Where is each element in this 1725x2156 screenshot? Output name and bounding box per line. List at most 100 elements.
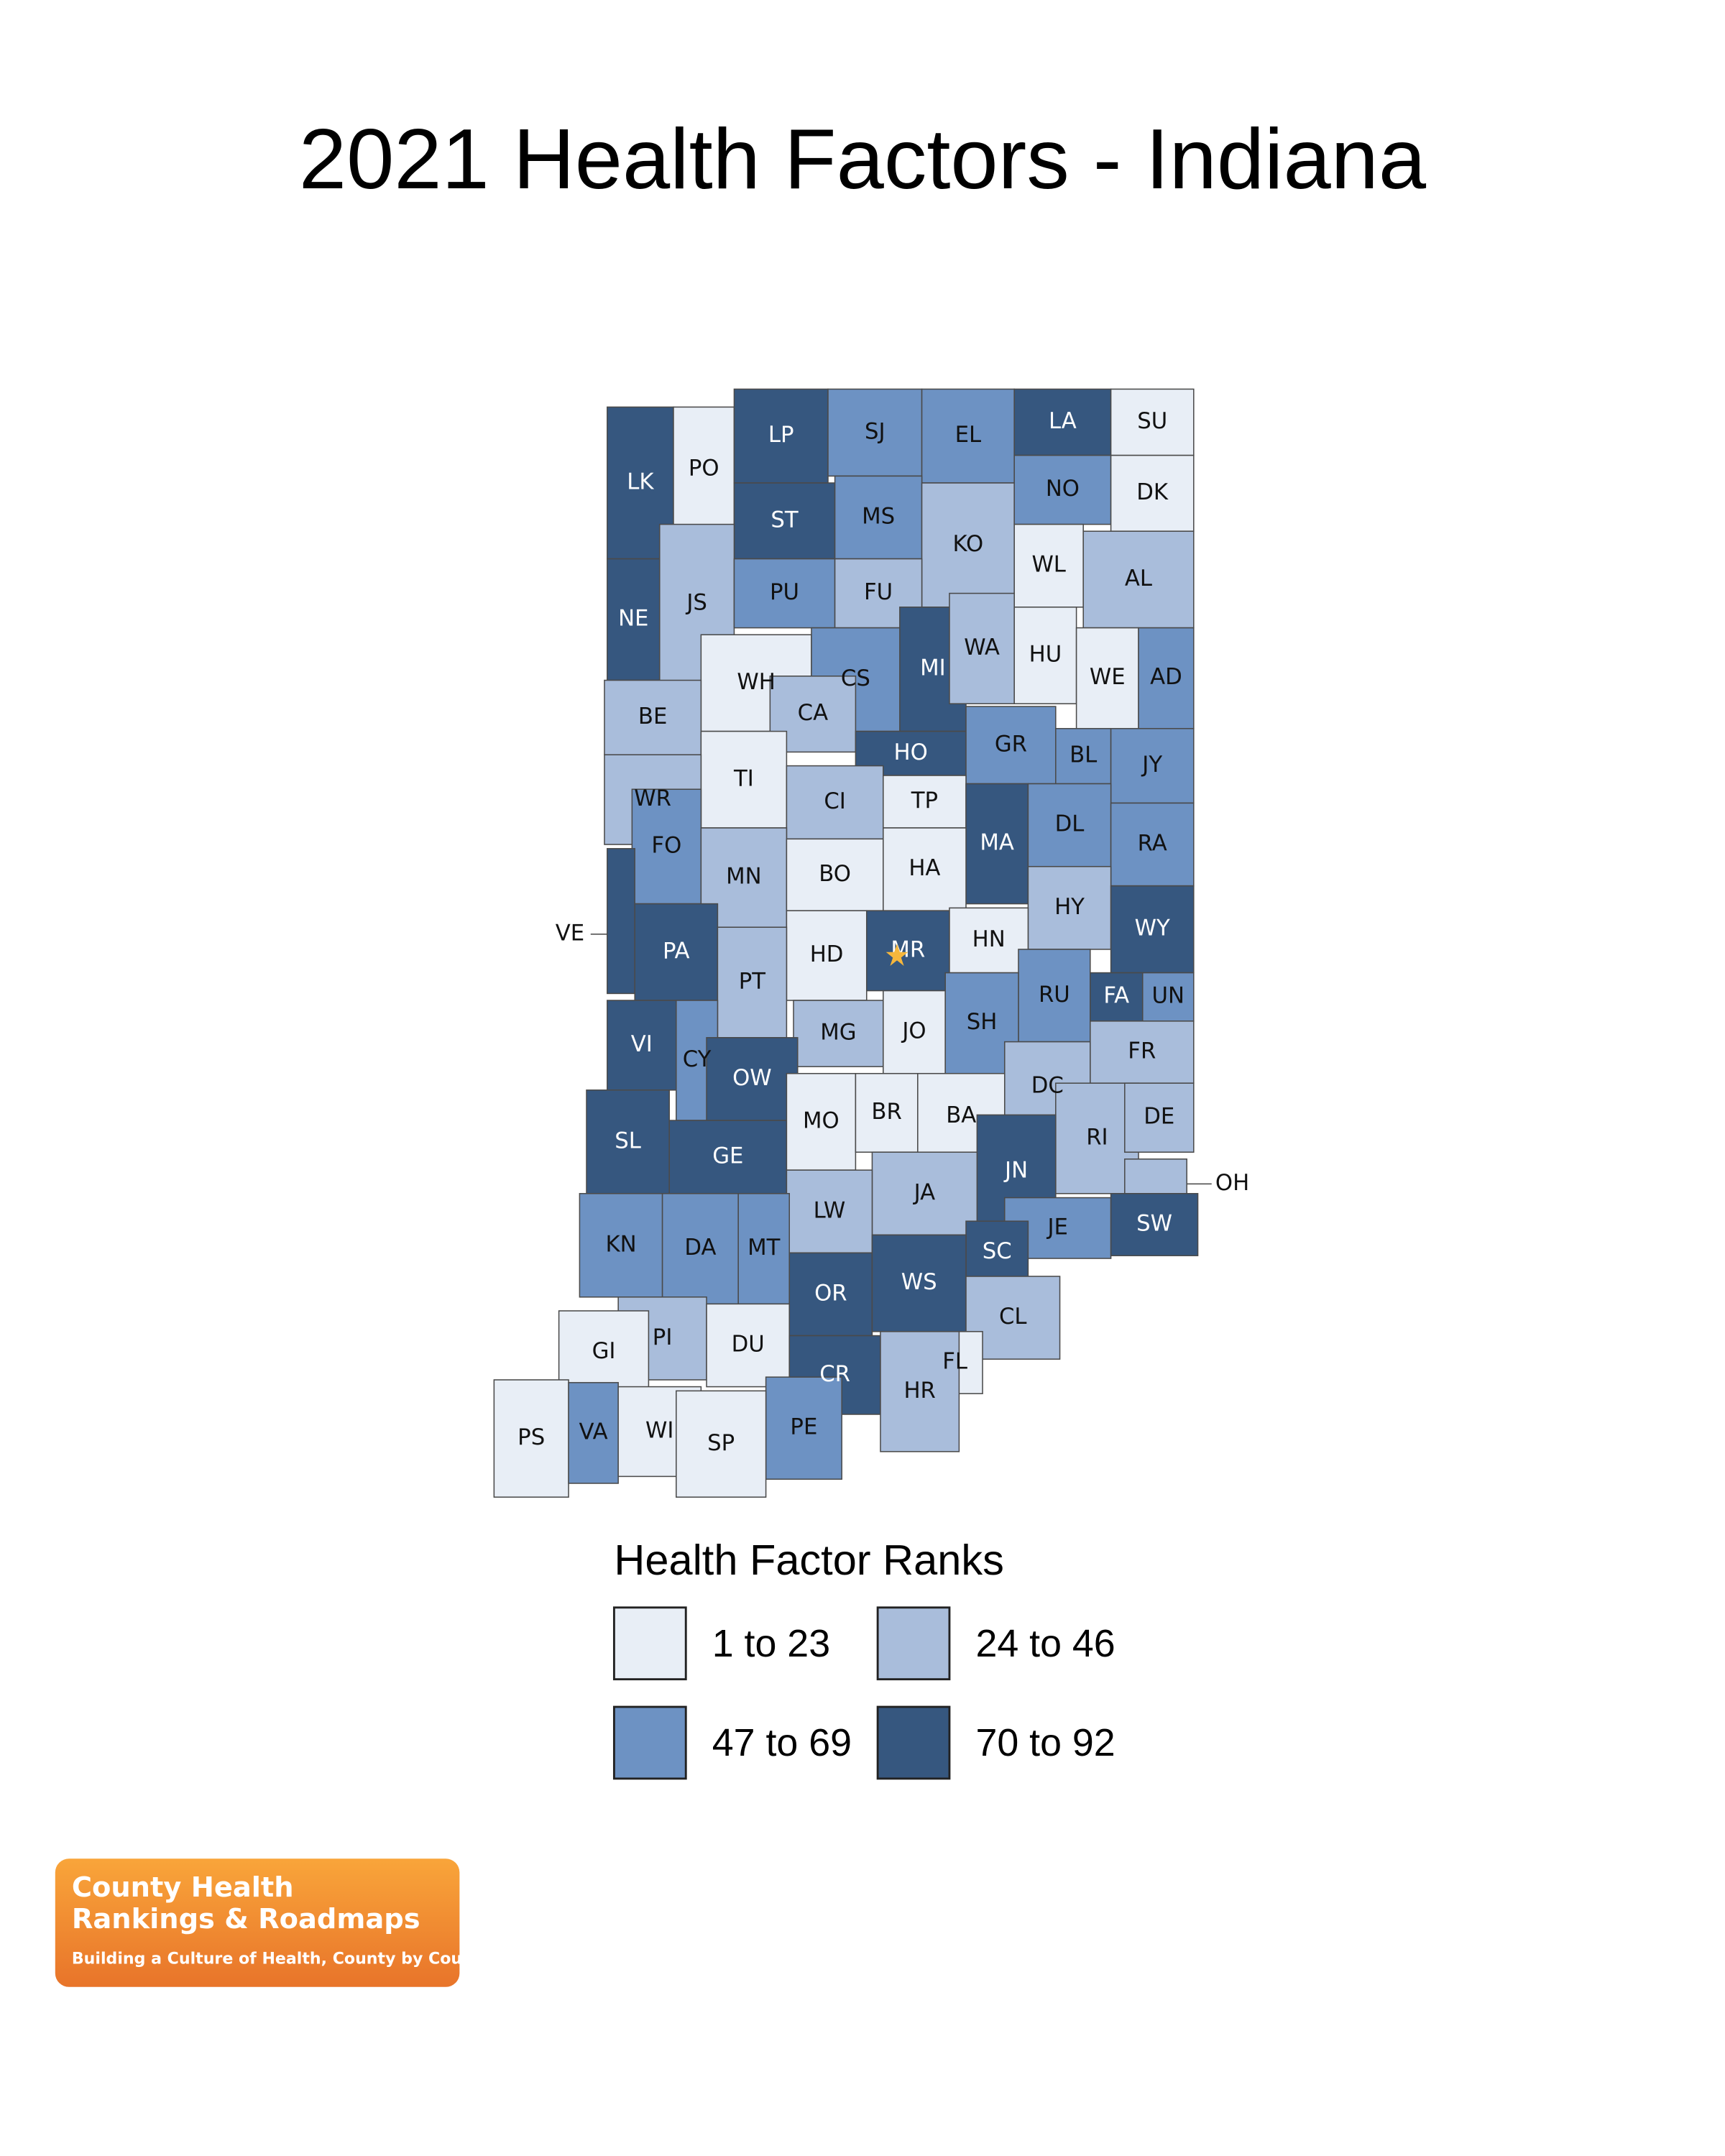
county-label: SP	[707, 1430, 735, 1456]
county	[1013, 388, 1112, 456]
county-label: HN	[972, 926, 1006, 952]
county	[793, 1000, 884, 1067]
county	[921, 388, 1015, 484]
county-label: RU	[1039, 982, 1070, 1008]
county-label: BE	[638, 704, 667, 729]
county-label: PO	[689, 455, 719, 481]
county	[1124, 1158, 1187, 1194]
county-label: TP	[911, 788, 938, 814]
logo-line: Rankings & Roadmaps	[72, 1903, 420, 1935]
county	[661, 1193, 739, 1305]
legend-swatch	[876, 1705, 951, 1780]
county	[855, 1072, 919, 1153]
county	[1075, 627, 1139, 729]
county	[871, 1151, 978, 1236]
county-label: PA	[663, 938, 690, 964]
county-label: JE	[1046, 1214, 1067, 1240]
county	[871, 1234, 967, 1332]
county-label: LA	[1049, 408, 1077, 434]
county-label: OH	[1215, 1170, 1249, 1196]
county-label: VA	[579, 1419, 608, 1445]
county-label: OR	[814, 1280, 847, 1306]
county	[733, 558, 836, 629]
county-label: PU	[770, 579, 799, 605]
county	[880, 1331, 960, 1452]
county-label: MN	[726, 864, 761, 890]
county	[493, 1379, 569, 1498]
county-label: SL	[615, 1128, 641, 1153]
county-label: PT	[739, 969, 766, 995]
county-label: WE	[1090, 664, 1126, 690]
county	[1013, 607, 1077, 704]
county	[558, 1310, 650, 1394]
county-label: SJ	[865, 418, 886, 444]
county	[1110, 727, 1195, 804]
county-label: EL	[955, 422, 982, 448]
county-label: OW	[732, 1065, 772, 1091]
county-label: DU	[732, 1332, 765, 1358]
county-label: CY	[683, 1046, 712, 1072]
county-label: SU	[1137, 408, 1167, 434]
county-label: BL	[1070, 742, 1097, 768]
county-label: CL	[999, 1304, 1027, 1330]
county	[765, 1376, 842, 1480]
county	[949, 592, 1015, 704]
county-label: HA	[908, 855, 940, 881]
county	[949, 907, 1029, 974]
county-label: FR	[1128, 1038, 1156, 1064]
county-label: JA	[913, 1179, 936, 1205]
county-label: JS	[685, 590, 707, 616]
county-label: WA	[964, 635, 1000, 660]
county-label: TI	[733, 765, 754, 791]
county-label: FO	[651, 832, 681, 858]
county-label: PI	[653, 1325, 673, 1350]
county-label: FA	[1103, 983, 1129, 1009]
county	[673, 406, 735, 532]
county	[1110, 1193, 1199, 1256]
county	[604, 679, 702, 756]
legend-swatch	[612, 1705, 687, 1780]
county-label: PS	[518, 1424, 545, 1450]
county-label: JN	[1003, 1158, 1028, 1184]
county	[788, 1252, 873, 1337]
county	[1141, 972, 1195, 1022]
county	[965, 706, 1057, 785]
county-label: SC	[983, 1238, 1012, 1264]
county	[1027, 783, 1112, 867]
county	[676, 1390, 767, 1498]
county-label: BR	[871, 1099, 901, 1125]
county	[1082, 530, 1195, 629]
county-label: LK	[627, 469, 654, 495]
logo-tagline: Building a Culture of Health, County by …	[72, 1950, 492, 1968]
county	[706, 1303, 791, 1388]
county	[1027, 865, 1112, 950]
county	[1110, 454, 1195, 532]
county-label: DA	[684, 1235, 716, 1261]
county	[786, 910, 868, 1001]
county-label: HO	[894, 740, 928, 765]
county-label: MA	[980, 830, 1014, 856]
county	[586, 1089, 670, 1194]
county-label: RA	[1138, 831, 1167, 857]
county-label: DE	[1144, 1104, 1174, 1130]
county	[607, 1000, 677, 1091]
county	[631, 788, 702, 905]
county-label: ST	[770, 507, 798, 533]
county-label: HR	[903, 1378, 935, 1404]
county	[1018, 949, 1091, 1043]
county-label: PE	[790, 1414, 817, 1440]
title: 2021 Health Factors - Indiana	[299, 111, 1427, 207]
county-label: DC	[1031, 1073, 1064, 1099]
legend-label: 47 to 69	[712, 1721, 852, 1764]
legend-label: 1 to 23	[712, 1622, 830, 1665]
county-label: FU	[864, 579, 893, 605]
county-label: NO	[1046, 476, 1080, 502]
county	[717, 926, 788, 1038]
legend-swatch	[612, 1606, 687, 1681]
county-map: LK PO LP SJ EL LA SU ST MS KO NO DK WL AL NE JS PU FU MI WA…	[493, 388, 1249, 1498]
county-label: FL	[942, 1349, 967, 1375]
county	[786, 1169, 873, 1254]
county	[737, 1193, 791, 1305]
county	[1110, 802, 1195, 887]
county	[965, 783, 1029, 905]
